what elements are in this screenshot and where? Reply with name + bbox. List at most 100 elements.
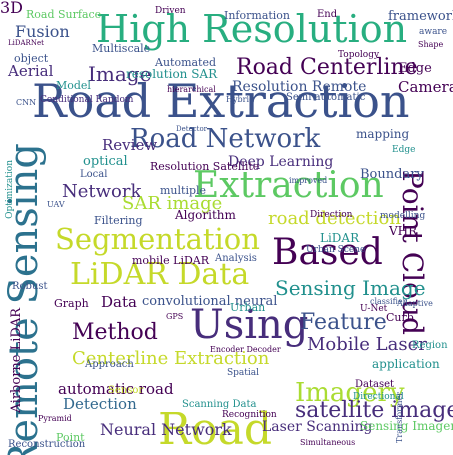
word-boundary: Boundary — [360, 167, 424, 182]
word-encoder-decoder: Encoder Decoder — [210, 345, 281, 354]
word-hybrid: Hybrid — [226, 95, 255, 104]
word-curb: Curb — [386, 311, 414, 324]
word-cnn: CNN — [16, 98, 37, 107]
word-point: Point — [56, 431, 85, 444]
word-hierarchical: hierarchical — [167, 85, 216, 94]
word-road-extraction: Road Extraction — [32, 74, 410, 128]
word-local: Local — [80, 169, 108, 180]
word-algorithm: Algorithm — [175, 208, 236, 222]
word-unet: U-Net — [360, 304, 388, 314]
word-extraction: Extraction — [193, 165, 384, 206]
word-direction: Direction — [310, 210, 353, 220]
word-automated: Automated — [155, 56, 217, 69]
word-conditional-random: Conditional Random — [40, 95, 134, 105]
word-camera: Camera — [398, 78, 453, 96]
word-vhr: VHR — [389, 224, 418, 238]
word-simultaneous: Simultaneous — [300, 438, 356, 447]
word-detection: Detection — [63, 395, 137, 413]
word-edge: Edge — [398, 61, 432, 76]
word-resolution-sar: resolution SAR — [126, 67, 218, 81]
word-approach: Approach — [85, 359, 134, 370]
word-road-network: Road Network — [130, 124, 321, 154]
word-edge-small: Edge — [392, 145, 416, 155]
word-airborne-lidar: Airborne LiDAR — [9, 308, 24, 413]
word-mapping: mapping — [356, 127, 410, 141]
word-semi-automatic: Semi automatic — [286, 92, 366, 103]
word-reconstruction: Reconstruction — [8, 439, 86, 450]
word-resolution-remote: Resolution Remote — [232, 79, 367, 95]
word-network: Network — [62, 181, 142, 202]
word-gps: GPS — [166, 312, 184, 321]
word-road-centerline: Road Centerline — [236, 55, 418, 80]
word-lidar-data: LiDAR Data — [70, 257, 250, 292]
word-filtering: Filtering — [94, 214, 143, 227]
word-framework: framework — [388, 9, 453, 24]
word-driven: Driven — [155, 6, 186, 16]
word-sensor: Sensor — [108, 385, 144, 396]
word-satellite-images: satellite images — [295, 398, 453, 423]
word-graph: Graph — [54, 297, 89, 310]
word-improved: improved — [289, 176, 328, 185]
word-deep-learning: Deep Learning — [228, 154, 334, 170]
word-urban: Urban — [230, 301, 266, 314]
word-shape: Shape — [418, 40, 444, 49]
word-model: Model — [56, 79, 91, 92]
word-uav: UAV — [47, 200, 65, 209]
word-mobile-laser: Mobile Laser — [307, 334, 427, 355]
word-resolution-satellite: Resolution Satellite — [150, 160, 260, 173]
word-pyramid: Pyramid — [38, 414, 72, 423]
word-detector: Detector — [176, 125, 208, 133]
word-using: Using — [190, 302, 309, 348]
word-automatic-road: automatic road — [58, 380, 174, 398]
word-multiscale: Multiscale — [92, 42, 151, 55]
word-aware: aware — [419, 27, 448, 37]
word-analysis: Analysis — [215, 253, 257, 264]
word-road: Road — [158, 404, 273, 455]
word-optical: optical — [83, 154, 128, 169]
word-aerial: Aerial — [8, 62, 54, 80]
word-convolutional-neural: convolutional neural — [142, 294, 278, 309]
word-region: Region — [412, 340, 448, 351]
word-application: application — [372, 357, 440, 371]
word-image: Image — [88, 62, 152, 86]
word-road-detection: road detection — [268, 208, 401, 229]
word-multiple: multiple — [160, 184, 207, 197]
word-segmentation: Segmentation — [55, 222, 260, 256]
word-spatial: Spatial — [227, 368, 260, 378]
word-modelling: modelling — [380, 211, 426, 221]
word-fusion: Fusion — [15, 22, 70, 41]
word-scanning-data: Scanning Data — [182, 399, 257, 410]
word-centerline-extraction: Centerline Extraction — [72, 348, 270, 369]
word-point-cloud: Point Cloud — [396, 170, 429, 335]
word-topology: Topology — [338, 50, 380, 60]
word-transformer: Transformer — [395, 392, 404, 443]
word-end: End — [317, 9, 338, 20]
word-3d: 3D — [0, 0, 24, 17]
word-directional: Directional — [353, 392, 404, 402]
word-recognition: Recognition — [222, 410, 277, 420]
word-lidar: LiDAR — [320, 231, 360, 245]
word-optimization: Optimization — [5, 160, 15, 219]
word-mobile-lidar: mobile LiDAR — [132, 254, 210, 267]
word-sensing-image: Sensing Image — [275, 276, 426, 300]
word-sensing-imagery: Sensing Imagery — [360, 419, 453, 433]
word-object: object — [14, 52, 49, 65]
word-high-resolution: High Resolution — [96, 7, 408, 51]
word-imagery: Imagery — [295, 378, 405, 408]
word-neural-network: Neural Network — [100, 420, 232, 439]
word-adaptive: Adaptive — [397, 299, 433, 308]
word-laser-scanning: Laser Scanning — [262, 419, 373, 435]
word-dataset: Dataset — [355, 379, 395, 390]
word-review: Review — [102, 136, 158, 154]
word-based: Based — [272, 232, 383, 273]
word-sar-image: SAR image — [122, 193, 223, 214]
word-urban-scene: Urban Scene — [306, 245, 366, 255]
word-data: Data — [101, 293, 137, 311]
word-classifier: classifier — [370, 297, 407, 306]
word-lidarnet: LiDARNet — [8, 39, 44, 47]
word-robust: Robust — [12, 281, 48, 292]
word-road-surface: Road Surface — [26, 8, 102, 21]
word-method: Method — [72, 320, 158, 345]
word-information: Information — [224, 9, 291, 22]
